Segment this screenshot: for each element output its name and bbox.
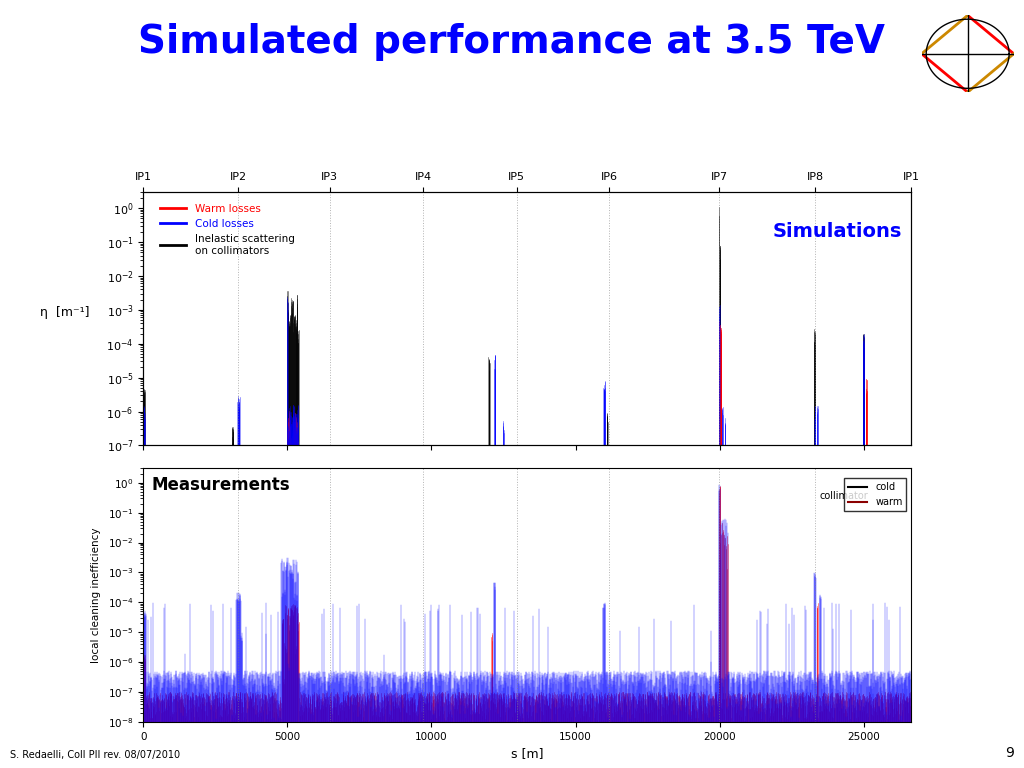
Legend: cold, warm: cold, warm (844, 478, 906, 511)
Text: Simulations: Simulations (773, 223, 902, 241)
Text: collimator: collimator (819, 492, 868, 502)
Legend: Warm losses, Cold losses, Inelastic scattering
on collimators: Warm losses, Cold losses, Inelastic scat… (157, 200, 299, 260)
Text: 9: 9 (1005, 746, 1014, 760)
X-axis label: s [m]: s [m] (511, 747, 544, 760)
Text: Simulated performance at 3.5 TeV: Simulated performance at 3.5 TeV (138, 23, 886, 61)
Text: Measurements: Measurements (152, 476, 290, 494)
Text: S. Redaelli, Coll PII rev. 08/07/2010: S. Redaelli, Coll PII rev. 08/07/2010 (10, 750, 180, 760)
Text: CERN: CERN (33, 32, 70, 45)
Y-axis label: η  [m⁻¹]: η [m⁻¹] (40, 306, 89, 319)
Y-axis label: local cleaning inefficiency: local cleaning inefficiency (91, 528, 101, 663)
